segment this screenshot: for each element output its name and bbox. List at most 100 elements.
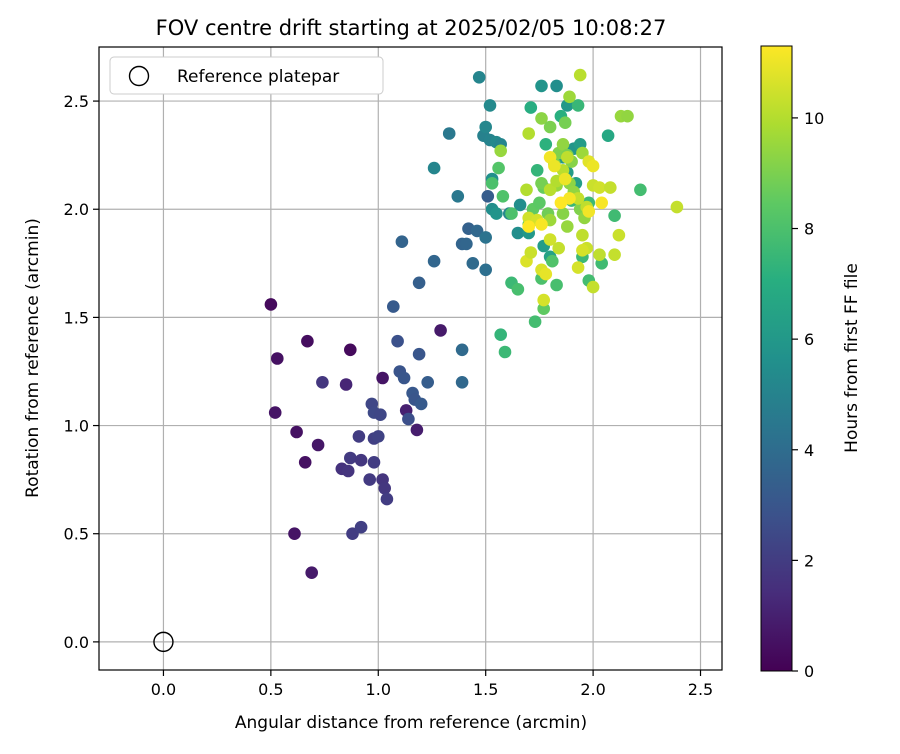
scatter-point [271, 352, 284, 365]
scatter-point [494, 144, 508, 158]
scatter-point [520, 183, 533, 197]
scatter-point [466, 257, 480, 270]
scatter-point [470, 224, 484, 238]
scatter-point [533, 196, 546, 210]
scatter-point [298, 456, 312, 469]
scatter-point [535, 177, 548, 190]
scatter-point [608, 209, 621, 222]
scatter-point [498, 345, 512, 359]
y-tick-label: 2.5 [64, 92, 89, 111]
scatter-point [586, 159, 600, 173]
legend: Reference platepar [109, 56, 384, 95]
scatter-point [374, 408, 387, 422]
colorbar-ticks: 0 2 4 6 8 10 [792, 109, 824, 681]
scatter-point [550, 79, 563, 93]
scatter-point [378, 482, 392, 495]
scatter-point [363, 473, 377, 486]
scatter-point [479, 231, 493, 244]
scatter-point [344, 451, 357, 465]
scatter-point [451, 190, 465, 203]
scatter-point [490, 207, 503, 220]
scatter-point [427, 161, 441, 175]
scatter-point [558, 116, 572, 129]
grid-lines [99, 47, 722, 670]
colorbar-tick-label: 10 [804, 109, 824, 128]
scatter-point [505, 207, 518, 220]
x-tick-label: 1.0 [366, 680, 391, 699]
scatter-point [608, 248, 621, 261]
scatter-point [341, 464, 355, 478]
y-tick-label: 0.0 [64, 633, 89, 652]
scatter-point [395, 235, 409, 248]
scatter-point [511, 226, 525, 240]
scatter-point [511, 283, 525, 296]
scatter-point [288, 527, 301, 540]
scatter-point [535, 79, 548, 93]
scatter-point [576, 228, 589, 242]
x-tick-label: 0.5 [258, 680, 283, 699]
y-axis-ticks: 0.0 0.5 1.0 1.5 2.0 2.5 [64, 92, 99, 652]
scatter-point [397, 371, 411, 385]
scatter-point [412, 347, 426, 361]
scatter-point [290, 425, 303, 439]
scatter-point [524, 246, 538, 259]
x-axis-ticks: 0.0 0.5 1.0 1.5 2.0 2.5 [151, 670, 713, 699]
scatter-point [481, 190, 495, 203]
scatter-point [573, 68, 587, 82]
reference-marker [153, 631, 174, 653]
x-tick-label: 1.5 [473, 680, 498, 699]
colorbar-label: Hours from first FF file [842, 263, 862, 453]
scatter-point [455, 343, 469, 357]
scatter-point [455, 376, 469, 389]
scatter-point [543, 120, 557, 134]
scatter-point [479, 263, 493, 277]
reference-point [153, 631, 174, 653]
scatter-point [344, 343, 357, 357]
scatter-point [586, 280, 600, 294]
scatter-point [496, 190, 510, 203]
scatter-point [354, 520, 368, 534]
scatter-point [556, 138, 570, 151]
x-axis-label: Angular distance from reference (arcmin) [235, 713, 587, 733]
scatter-point [268, 406, 282, 419]
scatter-point [558, 172, 572, 186]
scatter-point [595, 196, 608, 210]
scatter-point [593, 181, 606, 194]
scatter-point [537, 293, 550, 307]
scatter-point [513, 198, 527, 212]
colorbar-tick-label: 6 [804, 330, 814, 349]
scatter-point [376, 371, 389, 385]
scatter-point [522, 220, 535, 233]
scatter-point [554, 196, 568, 210]
scatter-point [339, 378, 353, 391]
chart-title: FOV centre drift starting at 2025/02/05 … [156, 16, 667, 40]
scatter-point [524, 101, 538, 114]
scatter-point [316, 376, 329, 389]
colorbar-tick-label: 0 [804, 662, 814, 681]
scatter-point [543, 233, 557, 246]
scatter-point [367, 456, 381, 469]
colorbar-tick-label: 2 [804, 551, 814, 570]
scatter-point [305, 566, 319, 579]
scatter-point [535, 112, 548, 125]
scatter-point [301, 334, 314, 348]
plot-frame [98, 46, 723, 671]
scatter-point [264, 298, 278, 311]
scatter-point [460, 237, 473, 251]
scatter-point [434, 324, 447, 337]
x-tick-label: 2.5 [688, 680, 713, 699]
scatter-point [634, 183, 647, 197]
scatter-point [472, 71, 486, 84]
scatter-point [670, 200, 684, 214]
y-tick-label: 1.5 [64, 308, 89, 327]
scatter-point [522, 127, 535, 140]
scatter-point [494, 328, 508, 342]
scatter-point [530, 164, 544, 177]
scatter-point [552, 241, 565, 255]
y-axis-label: Rotation from reference (arcmin) [23, 218, 43, 498]
scatter-point [352, 430, 366, 443]
scatter-point [548, 159, 561, 173]
scatter-point [483, 99, 497, 112]
